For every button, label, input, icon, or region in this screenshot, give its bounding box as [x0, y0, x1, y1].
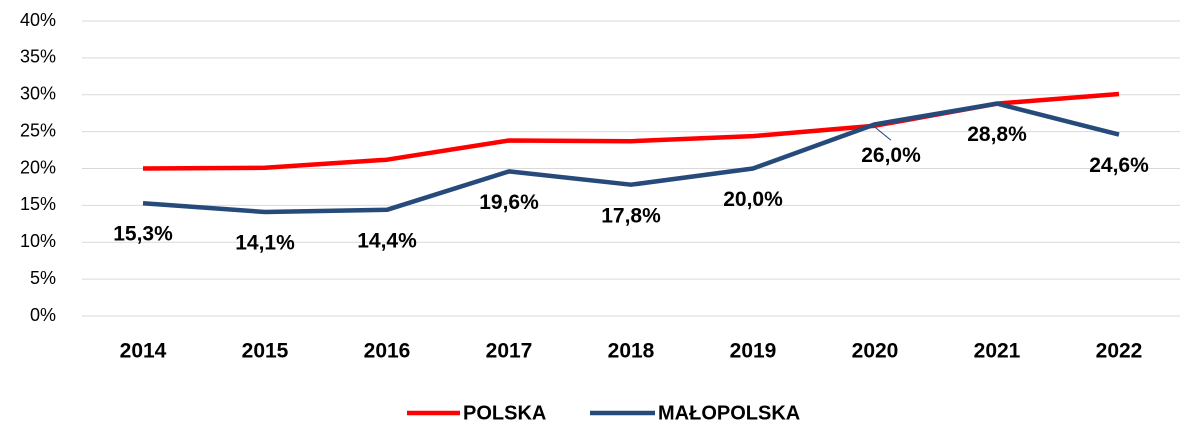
leader-line — [874, 126, 892, 141]
data-label: 15,3% — [113, 223, 173, 246]
data-label: 20,0% — [723, 188, 783, 211]
y-tick-label: 0% — [30, 305, 56, 325]
x-tick-label: 2018 — [608, 340, 655, 363]
x-tick-label: 2022 — [1096, 340, 1143, 363]
line-series — [142, 101, 1120, 215]
x-tick-label: 2016 — [364, 340, 411, 363]
data-label: 19,6% — [479, 191, 539, 214]
y-tick-label: 5% — [30, 268, 56, 288]
x-tick-label: 2015 — [242, 340, 289, 363]
x-tick-label: 2019 — [730, 340, 777, 363]
y-tick-label: 10% — [20, 231, 56, 251]
data-label: 14,1% — [235, 232, 295, 255]
y-tick-label: 15% — [20, 194, 56, 214]
y-tick-label: 25% — [20, 120, 56, 140]
legend-label: MAŁOPOLSKA — [658, 402, 800, 424]
data-label: 28,8% — [967, 123, 1027, 146]
y-tick-label: 40% — [20, 10, 56, 30]
data-label: 24,6% — [1089, 154, 1149, 177]
x-tick-label: 2020 — [852, 340, 899, 363]
data-label: 17,8% — [601, 204, 661, 227]
legend-label: POLSKA — [463, 402, 546, 424]
y-tick-label: 30% — [20, 84, 56, 104]
data-label: 14,4% — [357, 229, 417, 252]
x-tick-label: 2014 — [120, 340, 167, 363]
data-label: 26,0% — [861, 144, 921, 167]
y-tick-label: 20% — [20, 157, 56, 177]
x-tick-label: 2021 — [974, 340, 1021, 363]
x-tick-label: 2017 — [486, 340, 533, 363]
y-tick-label: 35% — [20, 47, 56, 67]
